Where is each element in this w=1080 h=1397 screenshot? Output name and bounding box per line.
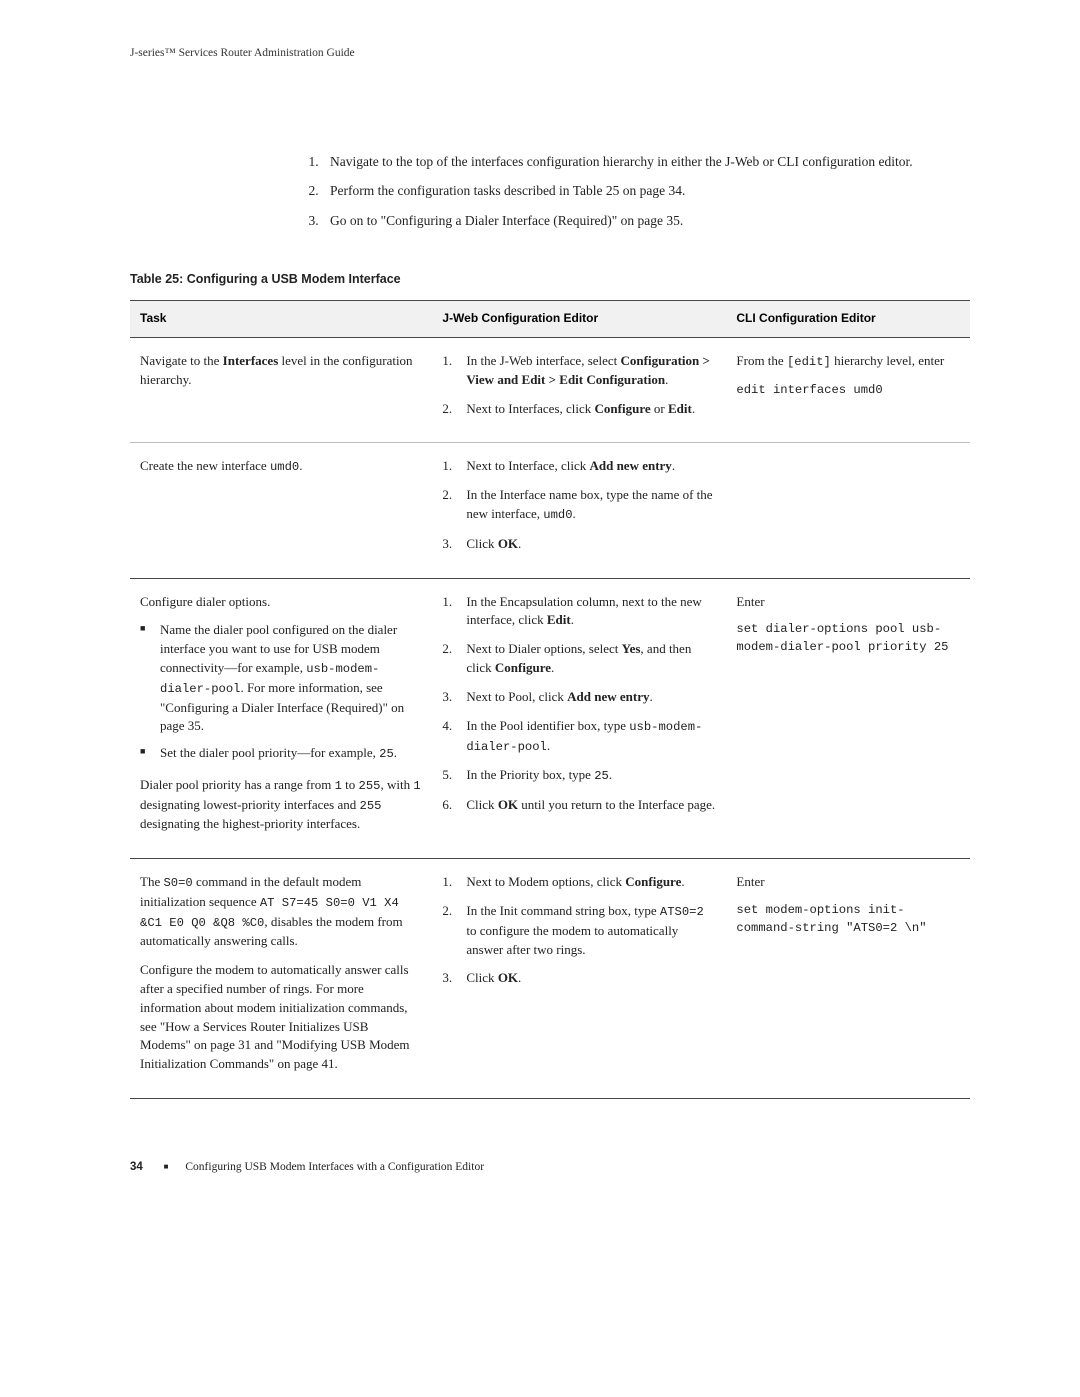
table-row: Create the new interface umd0. Next to I… (130, 443, 970, 578)
task-cell: Create the new interface umd0. (130, 443, 432, 578)
cli-command: edit interfaces umd0 (736, 382, 960, 400)
step: In the Interface name box, type the name… (442, 486, 716, 525)
step: Next to Interfaces, click Configure or E… (442, 400, 716, 419)
running-head: J-series™ Services Router Administration… (130, 45, 970, 62)
task-cell: The S0=0 command in the default modem in… (130, 859, 432, 1099)
cli-cell: Enter set dialer-options pool usb-modem-… (726, 578, 970, 859)
col-cli: CLI Configuration Editor (726, 301, 970, 337)
table-row: The S0=0 command in the default modem in… (130, 859, 970, 1099)
col-task: Task (130, 301, 432, 337)
table-row: Configure dialer options. Name the diale… (130, 578, 970, 859)
footer-section: Configuring USB Modem Interfaces with a … (185, 1161, 484, 1173)
step: Click OK until you return to the Interfa… (442, 796, 716, 815)
step: Next to Pool, click Add new entry. (442, 688, 716, 707)
intro-step: Perform the configuration tasks describe… (322, 181, 970, 201)
page-number: 34 (130, 1159, 143, 1176)
step: In the J-Web interface, select Configura… (442, 352, 716, 390)
bullet: Set the dialer pool priority—for example… (140, 744, 422, 764)
jweb-cell: In the Encapsulation column, next to the… (432, 578, 726, 859)
jweb-cell: Next to Interface, click Add new entry. … (432, 443, 726, 578)
step: In the Pool identifier box, type usb-mod… (442, 717, 716, 756)
task-cell: Configure dialer options. Name the diale… (130, 578, 432, 859)
config-table: Task J-Web Configuration Editor CLI Conf… (130, 300, 970, 1099)
jweb-cell: In the J-Web interface, select Configura… (432, 337, 726, 443)
intro-step: Go on to "Configuring a Dialer Interface… (322, 211, 970, 231)
footer-square-icon: ■ (164, 1162, 169, 1171)
cli-cell (726, 443, 970, 578)
page-footer: 34 ■ Configuring USB Modem Interfaces wi… (130, 1159, 970, 1176)
step: Next to Interface, click Add new entry. (442, 457, 716, 476)
step: In the Encapsulation column, next to the… (442, 593, 716, 631)
note: Dialer pool priority has a range from 1 … (140, 776, 422, 834)
step: Next to Dialer options, select Yes, and … (442, 640, 716, 678)
step: In the Init command string box, type ATS… (442, 902, 716, 959)
cli-cell: Enter set modem-options init-command-str… (726, 859, 970, 1099)
jweb-cell: Next to Modem options, click Configure. … (432, 859, 726, 1099)
intro-step: Navigate to the top of the interfaces co… (322, 152, 970, 172)
cli-command: set dialer-options pool usb-modem-dialer… (736, 621, 960, 656)
cli-command: set modem-options init-command-string "A… (736, 902, 960, 937)
step: In the Priority box, type 25. (442, 766, 716, 786)
intro-steps: Navigate to the top of the interfaces co… (300, 152, 970, 231)
bullet: Name the dialer pool configured on the d… (140, 621, 422, 736)
cli-cell: From the [edit] hierarchy level, enter e… (726, 337, 970, 443)
table-row: Navigate to the Interfaces level in the … (130, 337, 970, 443)
col-jweb: J-Web Configuration Editor (432, 301, 726, 337)
step: Next to Modem options, click Configure. (442, 873, 716, 892)
task-cell: Navigate to the Interfaces level in the … (130, 337, 432, 443)
step: Click OK. (442, 969, 716, 988)
step: Click OK. (442, 535, 716, 554)
table-caption: Table 25: Configuring a USB Modem Interf… (130, 270, 970, 288)
